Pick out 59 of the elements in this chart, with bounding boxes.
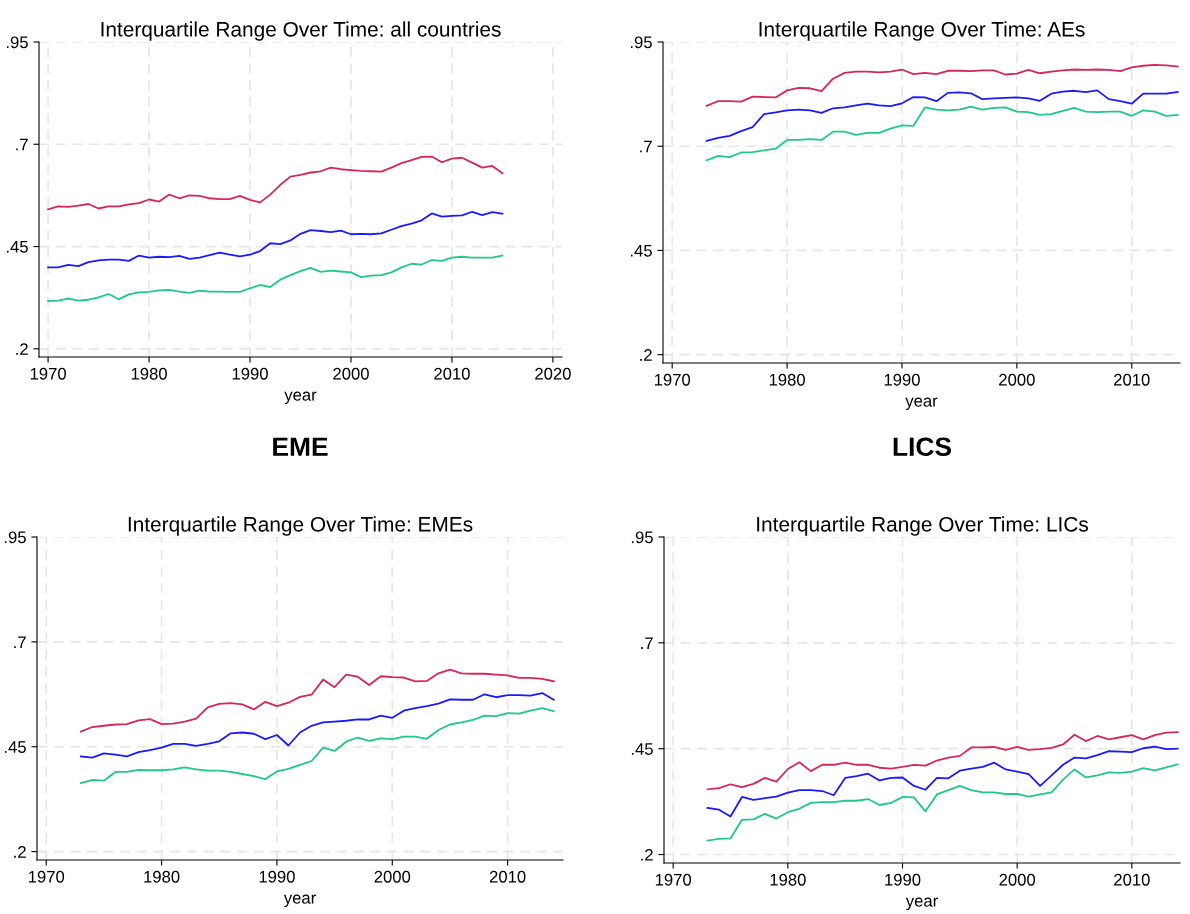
line-series bbox=[47, 155, 504, 211]
x-axis-title: year bbox=[905, 397, 938, 411]
x-tick-label: 1990 bbox=[884, 373, 920, 386]
x-tick-label: 2010 bbox=[489, 870, 526, 883]
chart-title: Interquartile Range Over Time: AEs bbox=[759, 21, 1085, 41]
x-tick-label: 1980 bbox=[131, 367, 167, 380]
chart-title: Interquartile Range Over Time: all countries bbox=[101, 21, 501, 41]
x-tick-label: 1970 bbox=[30, 367, 66, 380]
y-tick-label: .95 bbox=[631, 531, 653, 544]
x-axis-title: year bbox=[283, 894, 316, 908]
y-tick-label: .45 bbox=[4, 741, 26, 753]
y-tick-label: .7 bbox=[14, 636, 26, 648]
y-tick-label: .45 bbox=[630, 245, 652, 257]
x-tick-label: 2000 bbox=[999, 873, 1036, 886]
line-series bbox=[47, 210, 504, 269]
x-tick-label: 1980 bbox=[144, 870, 180, 883]
x-tick-label: 1980 bbox=[769, 373, 805, 386]
x-axis-title: year bbox=[905, 897, 938, 911]
chart-title: Interquartile Range Over Time: EMEs bbox=[128, 516, 473, 536]
line-series bbox=[706, 731, 1179, 791]
x-tick-label: 1970 bbox=[654, 373, 691, 386]
chart-subtitle: LICS bbox=[893, 437, 952, 457]
x-tick-label: 1970 bbox=[28, 870, 65, 883]
y-tick-label: .2 bbox=[14, 846, 26, 858]
line-series bbox=[705, 105, 1179, 162]
line-series bbox=[79, 707, 555, 785]
x-tick-label: 2010 bbox=[434, 367, 470, 380]
x-tick-label: 2020 bbox=[535, 367, 571, 380]
x-axis-title: year bbox=[284, 391, 317, 405]
y-tick-label: .2 bbox=[16, 343, 28, 355]
y-tick-label: .95 bbox=[6, 36, 28, 49]
y-tick-label: .7 bbox=[16, 138, 28, 151]
x-tick-label: 1970 bbox=[655, 873, 692, 886]
y-tick-label: .45 bbox=[631, 743, 653, 755]
x-tick-label: 1990 bbox=[885, 873, 921, 886]
line-series bbox=[706, 763, 1179, 842]
y-tick-label: .95 bbox=[630, 36, 652, 49]
x-tick-label: 1980 bbox=[770, 873, 806, 886]
y-tick-label: .2 bbox=[640, 349, 652, 361]
x-tick-label: 2010 bbox=[1114, 873, 1150, 886]
y-tick-label: .7 bbox=[640, 140, 652, 153]
line-series bbox=[79, 668, 555, 733]
line-series bbox=[705, 89, 1179, 142]
y-tick-label: .95 bbox=[4, 531, 26, 544]
x-tick-label: 2000 bbox=[374, 870, 411, 883]
y-tick-label: .7 bbox=[641, 637, 653, 649]
line-series bbox=[79, 692, 555, 759]
x-tick-label: 1990 bbox=[259, 870, 295, 883]
y-tick-label: .2 bbox=[641, 848, 653, 861]
chart-title: Interquartile Range Over Time: LICs bbox=[757, 516, 1088, 536]
y-tick-label: .45 bbox=[6, 241, 28, 253]
x-tick-label: 1990 bbox=[232, 367, 268, 380]
x-tick-label: 2010 bbox=[1114, 373, 1150, 386]
x-tick-label: 2000 bbox=[999, 373, 1035, 386]
x-tick-label: 2000 bbox=[333, 367, 369, 380]
line-series bbox=[47, 254, 504, 302]
line-series bbox=[705, 64, 1179, 107]
line-series bbox=[706, 745, 1179, 818]
chart-subtitle: EME bbox=[273, 437, 328, 456]
